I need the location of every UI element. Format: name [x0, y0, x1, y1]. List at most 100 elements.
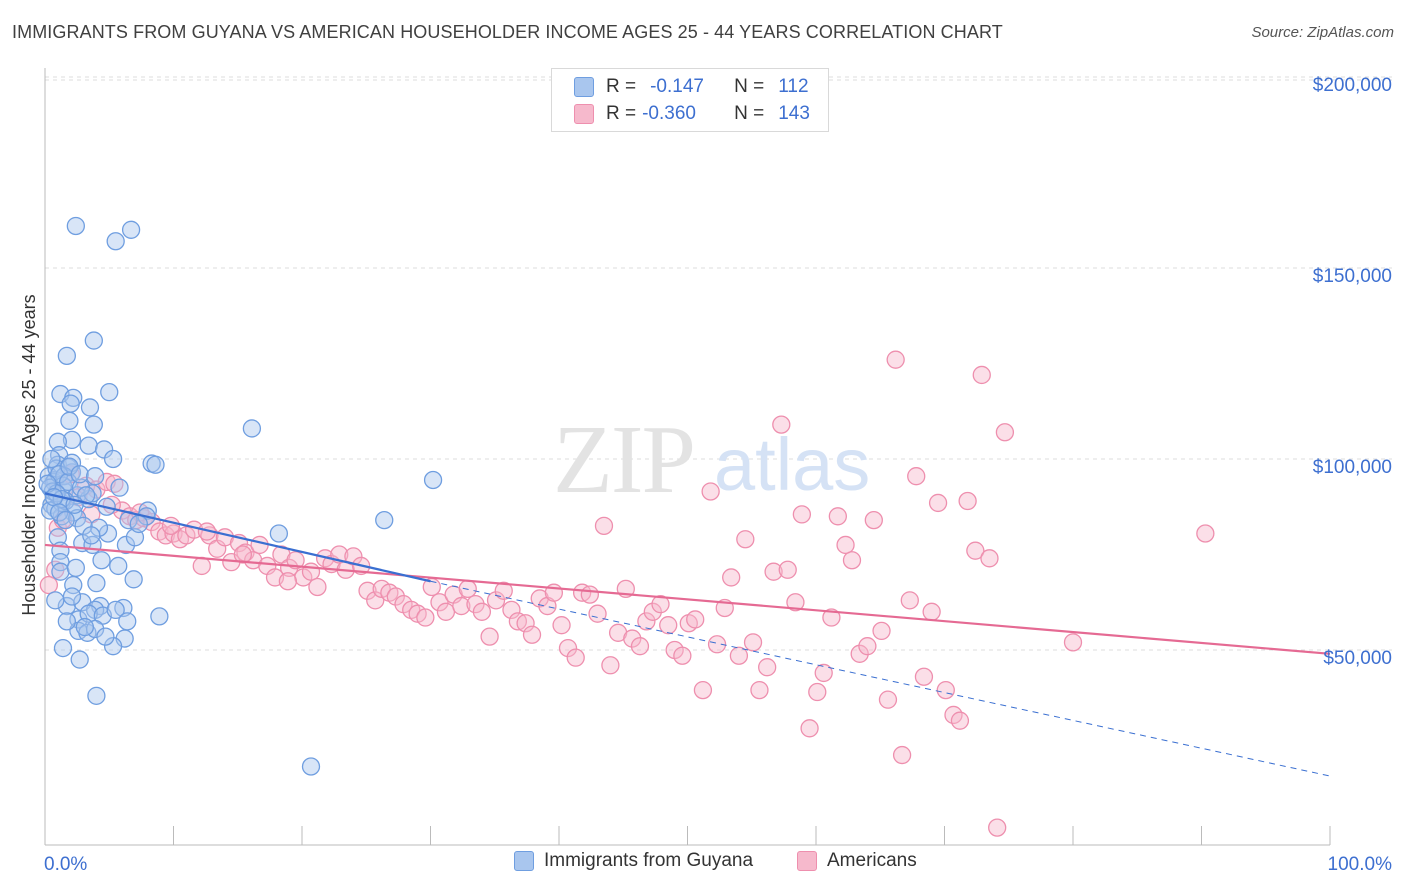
legend-row-americans: R = -0.360 N = 143: [574, 101, 810, 127]
guyana-point: [42, 449, 61, 469]
americans-point: [366, 591, 385, 610]
americans-point: [750, 680, 769, 700]
bottom-legend-swatch-pink: [797, 851, 817, 871]
americans-point: [701, 482, 720, 501]
americans-point: [594, 516, 614, 535]
americans-point: [623, 629, 642, 648]
guyana-trend-line: [44, 492, 431, 583]
x-tick-label-min: 0.0%: [44, 854, 87, 875]
source-note: Source: ZipAtlas.com: [1251, 24, 1394, 41]
guyana-point: [46, 591, 65, 610]
guyana-point: [70, 465, 89, 484]
americans-point: [452, 596, 471, 616]
americans-point: [842, 551, 862, 570]
guyana-point: [57, 346, 76, 366]
legend-row-guyana: R = -0.147 N = 112: [574, 74, 809, 100]
guyana-point: [121, 220, 141, 239]
americans-point: [972, 365, 991, 385]
americans-trend-line: [44, 543, 1331, 655]
americans-point: [436, 602, 456, 621]
guyana-point: [82, 526, 101, 545]
americans-point: [958, 491, 977, 511]
americans-point: [786, 593, 805, 612]
americans-point: [995, 423, 1015, 442]
americans-point: [651, 595, 670, 614]
guyana-point: [48, 432, 67, 451]
guyana-point: [85, 467, 105, 486]
americans-point: [1063, 633, 1083, 652]
legend-r-label: R =: [606, 76, 637, 97]
americans-point: [872, 621, 891, 641]
americans-point: [922, 602, 941, 621]
legend-n-label: N =: [734, 103, 765, 124]
americans-point: [988, 818, 1007, 837]
americans-point: [907, 467, 926, 486]
americans-point: [836, 535, 855, 555]
guyana-point: [62, 587, 82, 606]
americans-point: [494, 581, 513, 600]
y-tick-label: $50,000: [1323, 648, 1392, 669]
legend-n-value: 112: [778, 76, 809, 97]
americans-point: [900, 591, 919, 610]
guyana-point: [110, 478, 129, 497]
watermark: ZIP atlas: [553, 406, 870, 514]
bottom-legend-guyana: Immigrants from Guyana: [514, 850, 753, 872]
trend-lines: [44, 492, 1331, 777]
guyana-point: [56, 510, 75, 530]
americans-point: [416, 608, 435, 627]
americans-point: [637, 612, 656, 631]
x-tick-label-max: 100.0%: [1328, 854, 1393, 875]
guyana-point: [103, 449, 123, 469]
axes: [44, 68, 1331, 846]
americans-point: [878, 690, 898, 709]
americans-point: [792, 505, 812, 524]
americans-point: [858, 637, 877, 656]
legend-r-value: -0.147: [650, 76, 704, 97]
americans-point: [601, 656, 620, 675]
guyana-point: [96, 627, 115, 646]
americans-point: [828, 507, 847, 526]
guyana-point: [106, 232, 125, 251]
americans-point: [358, 581, 377, 600]
americans-point: [472, 602, 492, 621]
americans-point: [980, 549, 999, 568]
americans-point: [800, 719, 819, 738]
guyana-point: [146, 455, 165, 474]
guyana-point: [375, 510, 394, 530]
americans-point: [693, 680, 713, 700]
tick-labels: $50,000 $100,000 $150,000 $200,000 0.0% 100.0…: [44, 75, 1392, 875]
americans-point: [588, 604, 607, 623]
americans-point: [758, 658, 777, 677]
legend-r-value: -0.360: [642, 103, 696, 124]
guyana-point: [92, 551, 111, 570]
guyana-point: [103, 637, 123, 656]
americans-point: [686, 610, 705, 629]
guyana-point: [150, 607, 169, 626]
guyana-point: [66, 216, 85, 236]
americans-point: [814, 663, 833, 683]
guyana-point: [66, 558, 85, 578]
guyana-point: [70, 650, 89, 669]
americans-point: [850, 644, 869, 663]
guyana-point: [301, 757, 321, 776]
y-tick-label: $100,000: [1313, 457, 1392, 478]
guyana-point: [100, 382, 119, 402]
americans-point: [552, 616, 571, 635]
americans-point: [386, 587, 405, 606]
americans-point: [286, 551, 305, 570]
guyana-point: [87, 686, 106, 705]
americans-point: [301, 562, 321, 581]
americans-point: [192, 556, 211, 576]
americans-point: [808, 682, 827, 702]
guyana-point: [53, 638, 73, 658]
guyana-point: [89, 518, 109, 537]
americans-point: [233, 545, 253, 564]
legend-n-value: 143: [778, 103, 810, 124]
americans-point: [580, 585, 599, 604]
guyana-trend-extension: [430, 580, 1331, 777]
guyana-point: [84, 331, 103, 350]
americans-point: [764, 562, 783, 581]
y-tick-label: $150,000: [1313, 266, 1392, 287]
americans-point: [480, 627, 499, 646]
